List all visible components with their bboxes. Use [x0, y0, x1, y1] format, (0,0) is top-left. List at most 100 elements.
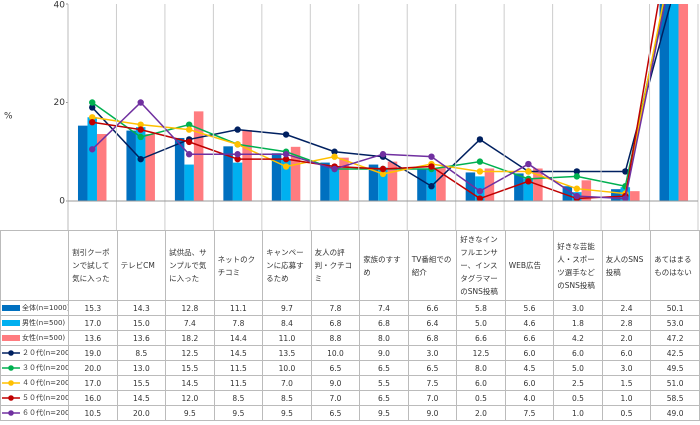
- line-marker: [331, 153, 338, 160]
- value-cell: 15.5: [165, 360, 215, 376]
- legend-swatch: [2, 409, 20, 416]
- bar: [329, 167, 340, 201]
- line-marker: [185, 126, 193, 133]
- value-cell: 13.5: [262, 345, 312, 361]
- value-cell: 49.0: [650, 405, 700, 421]
- line-marker: [525, 160, 532, 168]
- category-label: WEB広告: [504, 230, 555, 301]
- value-cell: 8.8: [310, 330, 361, 346]
- value-cell: 1.0: [601, 390, 652, 406]
- legend-cell: 男性(n=500): [0, 315, 70, 331]
- line-marker: [282, 131, 290, 138]
- legend-cell: ６０代(n=200): [0, 405, 70, 421]
- line-marker: [234, 126, 241, 133]
- bar: [436, 167, 446, 201]
- line-marker: [476, 187, 484, 195]
- line-marker: [185, 138, 193, 146]
- value-cell: 10.0: [262, 360, 312, 376]
- bar: [135, 127, 146, 201]
- value-cell: 13.0: [116, 360, 167, 376]
- line-marker: [428, 163, 435, 170]
- category-label: TV番組での紹介: [407, 230, 458, 301]
- line-marker: [282, 155, 290, 163]
- value-cell: 6.0: [504, 375, 555, 391]
- legend-cell: 女性(n=500): [0, 330, 70, 346]
- value-cell: 10.0: [310, 345, 361, 361]
- line-marker: [379, 170, 387, 178]
- value-cell: 0.5: [601, 405, 652, 421]
- value-cell: 58.5: [650, 390, 700, 406]
- line-marker: [573, 173, 581, 180]
- legend-swatch: [2, 394, 20, 401]
- legend-label: 女性(n=500): [22, 333, 66, 342]
- value-cell: 12.5: [456, 345, 506, 361]
- value-cell: 14.3: [116, 300, 167, 316]
- category-label: 家族のすすめ: [359, 230, 409, 301]
- data-row: ２０代(n=200) 19.0 8.5 12.5 14.5 13.5 10.0 9.0 3.0 1…: [0, 345, 700, 361]
- value-cell: 6.0: [456, 375, 506, 391]
- bar: [174, 137, 185, 201]
- line-marker: [234, 151, 241, 158]
- value-cell: 2.0: [601, 330, 652, 346]
- value-cell: 2.8: [601, 315, 652, 331]
- value-cell: 6.5: [310, 405, 361, 421]
- line-marker: [428, 153, 435, 160]
- value-cell: 12.0: [165, 390, 215, 406]
- value-cell: 10.5: [68, 405, 118, 421]
- line-marker: [428, 183, 435, 190]
- value-cell: 9.5: [165, 405, 215, 421]
- value-cell: 6.0: [504, 345, 555, 361]
- bar: [659, 4, 670, 201]
- value-cell: 11.5: [213, 375, 264, 391]
- line-marker: [89, 146, 96, 153]
- value-cell: 14.4: [213, 330, 264, 346]
- value-cell: 1.0: [553, 405, 603, 421]
- category-label: あてはまるものはない: [650, 230, 700, 301]
- data-row: ３０代(n=200) 20.0 13.0 15.5 11.5 10.0 6.5 6.5 6.5 8…: [0, 360, 700, 376]
- bar: [290, 146, 301, 201]
- category-label: 試供品、サンプルで気に入った: [165, 230, 215, 301]
- legend-swatch: [2, 304, 20, 311]
- legend-swatch: [2, 334, 20, 341]
- line-marker: [137, 126, 144, 133]
- value-cell: 4.5: [504, 360, 555, 376]
- line-marker: [282, 151, 290, 158]
- legend-cell: ２０代(n=200): [0, 345, 70, 361]
- value-cell: 6.8: [310, 315, 361, 331]
- bar: [465, 172, 476, 201]
- line-marker: [89, 104, 96, 111]
- value-cell: 6.5: [407, 360, 458, 376]
- value-cell: 6.6: [504, 330, 555, 346]
- value-cell: 2.4: [601, 300, 652, 316]
- bar: [320, 162, 330, 201]
- category-label: 友人のSNS投稿: [601, 230, 652, 301]
- value-cell: 6.4: [407, 315, 458, 331]
- value-cell: 6.0: [601, 345, 652, 361]
- bar: [368, 164, 379, 201]
- bar: [523, 178, 534, 201]
- line-marker: [379, 151, 387, 158]
- bar: [193, 111, 204, 201]
- line-marker: [525, 178, 532, 185]
- value-cell: 8.4: [262, 315, 312, 331]
- bar: [96, 134, 107, 201]
- data-row: 女性(n=500) 13.6 13.6 18.2 14.4 11.0 8.8 8.0 6.8 6.…: [0, 330, 700, 346]
- category-label: ネットのクチコミ: [213, 230, 264, 301]
- line-marker: [476, 136, 484, 143]
- bar: [562, 186, 573, 201]
- bar: [630, 191, 640, 201]
- value-cell: 9.5: [359, 405, 409, 421]
- value-cell: 42.5: [650, 345, 700, 361]
- legend-swatch: [2, 379, 20, 386]
- value-cell: 7.4: [359, 300, 409, 316]
- bar: [611, 189, 621, 201]
- corner-cell: [0, 230, 70, 301]
- line-marker: [573, 185, 581, 192]
- legend-swatch: [2, 364, 20, 371]
- legend-marker: [8, 364, 14, 371]
- line-marker: [89, 99, 96, 106]
- value-cell: 53.0: [650, 315, 700, 331]
- bar: [87, 117, 97, 201]
- bar: [271, 153, 282, 201]
- value-cell: 7.8: [213, 315, 264, 331]
